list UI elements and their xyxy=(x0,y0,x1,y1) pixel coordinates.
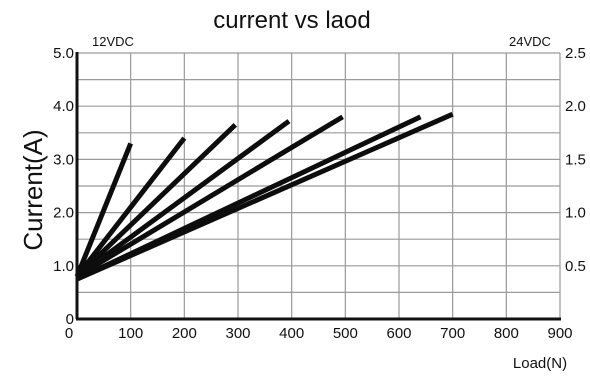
y-tick-label: 1.0 xyxy=(53,258,74,275)
x-tick-label: 800 xyxy=(494,325,519,342)
x-tick-label: 200 xyxy=(172,325,197,342)
y2-tick-label: 1.0 xyxy=(565,205,586,222)
chart-title: current vs laod xyxy=(213,7,370,34)
y-tick-label: 4.0 xyxy=(53,98,74,115)
y2-tick-label: 2.0 xyxy=(565,98,586,115)
y2-tick-label: 0.5 xyxy=(565,258,586,275)
series-line-3 xyxy=(75,123,238,279)
y2-tick-label: 1.5 xyxy=(565,151,586,168)
series-line-5 xyxy=(75,114,344,279)
y-tick-label: 3.0 xyxy=(53,151,74,168)
x-axis-label: Load(N) xyxy=(513,355,567,372)
x-tick-label: 600 xyxy=(386,325,411,342)
series-line-4 xyxy=(75,119,291,279)
y-tick-label: 5.0 xyxy=(53,45,74,62)
y2-tick-label: 2.5 xyxy=(565,45,586,62)
tick-labels: 0 100 200 300 400 500 600 700 800 900 0 1.0 2.0 3.0 4.… xyxy=(53,45,586,342)
series-line-2 xyxy=(75,136,187,278)
series-line-7 xyxy=(75,111,454,282)
x-tick-label: 300 xyxy=(225,325,250,342)
x-tick-label: 0 xyxy=(65,325,73,342)
series-line-1 xyxy=(74,142,133,278)
y-tick-label: 0 xyxy=(66,311,74,328)
y-tick-label: 2.0 xyxy=(53,205,74,222)
x-tick-label: 500 xyxy=(333,325,358,342)
x-tick-label: 100 xyxy=(118,325,143,342)
right-axis-tag: 24VDC xyxy=(509,34,551,49)
left-axis-tag: 12VDC xyxy=(92,34,134,49)
series-group xyxy=(74,111,454,282)
axes xyxy=(75,52,561,321)
y-axis-label: Current(A) xyxy=(18,129,48,250)
x-tick-label: 900 xyxy=(547,325,572,342)
x-tick-label: 700 xyxy=(440,325,465,342)
x-tick-label: 400 xyxy=(279,325,304,342)
